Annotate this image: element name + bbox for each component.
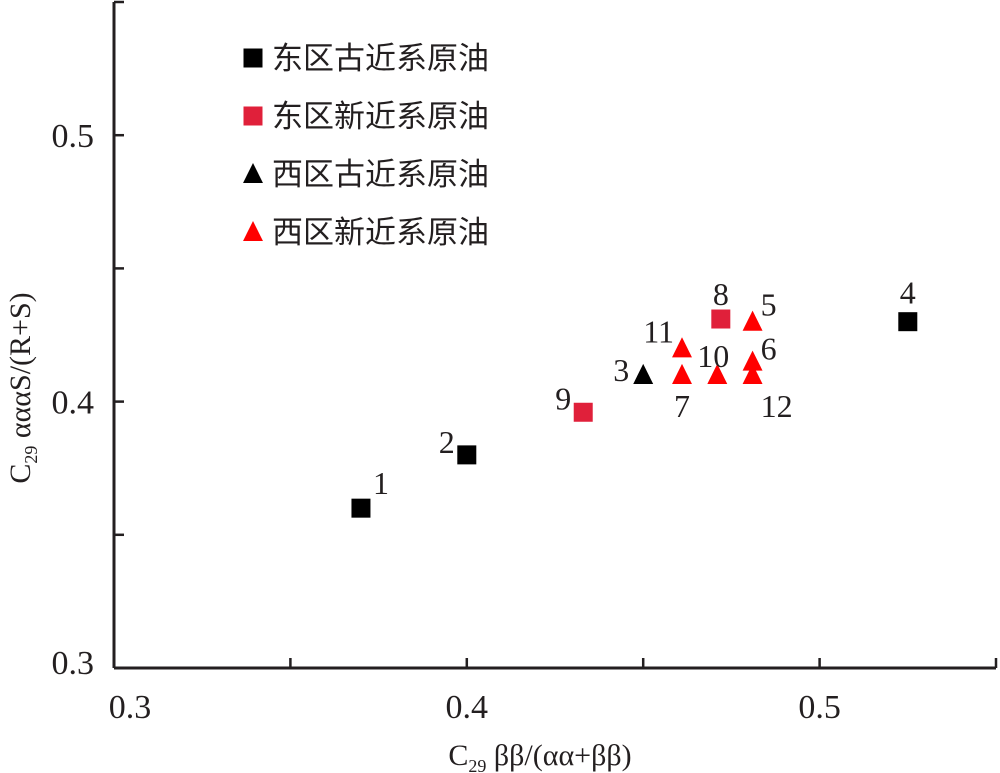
x-tick-label: 0.5 [798,689,841,726]
legend-label: 西区古近系原油 [272,157,489,193]
x-tick-label: 0.4 [446,689,489,726]
legend-entry: 西区新近系原油 [243,215,489,251]
data-point [351,498,371,518]
data-point [742,310,763,331]
y-tick-label: 0.4 [52,385,95,422]
data-point [742,350,763,371]
x-tick-label: 0.3 [109,689,152,726]
data-point [672,337,692,358]
point-label: 8 [713,276,729,312]
axes: 0.3 0.4 0.5 0.3 0.4 0.5 [52,0,998,726]
point-label: 1 [373,465,389,501]
data-point [742,363,763,384]
legend-entry: 西区古近系原油 [243,157,489,193]
y-axis-title: C29 αααS/(R+S) [4,292,41,483]
series-3: 3 [613,352,654,388]
legend-marker [243,162,263,184]
legend-label: 西区新近系原油 [272,215,489,251]
legend-marker [243,48,263,68]
point-label: 10 [697,338,729,374]
data-point [633,363,654,384]
legend-marker [243,106,263,126]
point-label: 6 [761,331,777,367]
legend-entry: 东区新近系原油 [243,99,489,135]
series-1: 124 [351,275,918,518]
point-label: 5 [761,287,777,323]
legend-entry: 东区古近系原油 [243,41,489,77]
data-point [457,445,477,465]
y-tick-label: 0.3 [52,645,95,682]
point-label: 9 [555,380,571,416]
data-point [707,363,728,384]
y-tick-label: 0.5 [52,118,95,155]
data-point [898,312,918,332]
point-label: 11 [643,313,674,349]
point-label: 2 [439,424,455,460]
x-axis-title: C29 ββ/(αα+ββ) [448,739,631,773]
legend-label: 东区新近系原油 [272,99,489,135]
point-label: 3 [613,352,629,388]
legend-label: 东区古近系原油 [272,41,489,77]
point-label: 4 [900,275,916,311]
legend-marker [243,220,263,242]
series-2: 89 [555,276,731,422]
point-label: 7 [674,388,690,424]
data-point [573,402,593,422]
point-label: 12 [761,388,793,424]
data-point [711,309,731,329]
data-point [672,363,692,384]
series-4: 5 6 710 11 12 [643,287,792,424]
